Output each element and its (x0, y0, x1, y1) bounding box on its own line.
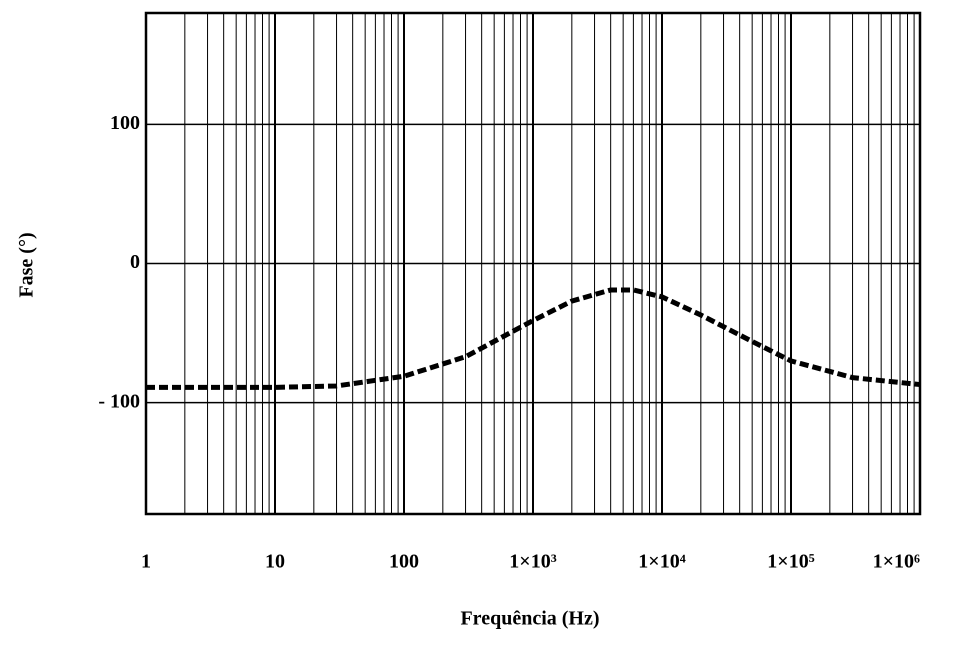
x-axis-title: Frequência (Hz) (460, 608, 599, 630)
y-tick-label: - 100 (98, 390, 140, 412)
data-line (146, 287, 921, 390)
y-tick-label: 0 (130, 251, 140, 273)
y-tick-label: 100 (110, 112, 140, 134)
x-tick-label: 10 (265, 551, 285, 573)
x-tick-label: 1 (141, 551, 151, 573)
x-tick-label: 100 (389, 551, 419, 573)
plot-frame (144, 11, 922, 516)
y-axis-title: Fase (°) (16, 232, 38, 297)
x-tick-label: 1×10⁵ (767, 551, 814, 573)
x-tick-label: 1×10⁶ (873, 551, 920, 573)
x-tick-label: 1×10⁴ (638, 551, 685, 573)
x-tick-label: 1×10³ (509, 551, 556, 573)
